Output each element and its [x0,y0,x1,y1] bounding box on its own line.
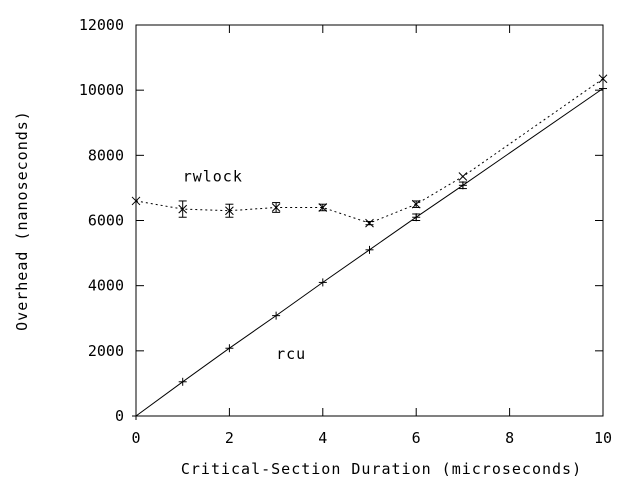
series-rcu [132,84,607,420]
data-point-rwlock [178,200,188,218]
x-tick-label: 4 [318,429,327,447]
data-point-rcu [178,377,187,386]
labels-layer: rwlock rcu [183,168,306,364]
x-tick-label: 0 [131,429,140,447]
series-layer [131,74,608,420]
data-point-rcu [132,412,140,420]
y-axis-label: Overhead (nanoseconds) [13,110,31,331]
data-point-rwlock [271,202,281,213]
data-point-rwlock [318,203,328,212]
series-rwlock [131,74,608,228]
data-point-rcu [458,181,467,190]
x-tick-label: 10 [594,429,612,447]
x-tick-label: 8 [505,429,514,447]
axis-ticks: 0 2000 4000 6000 8000 10000 12000 0 2 4 6 8 10 [79,16,612,447]
series-label-rwlock: rwlock [183,168,243,186]
data-point-rwlock [458,172,468,181]
data-point-rwlock [411,199,421,209]
x-axis-label: Critical-Section Duration (microseconds) [181,460,582,478]
data-point-rwlock [131,196,141,206]
y-tick-label: 4000 [88,277,124,295]
data-point-rcu [318,278,327,287]
series-label-rcu: rcu [276,345,306,363]
x-tick-label: 2 [225,429,234,447]
y-tick-label: 2000 [88,342,124,360]
y-tick-label: 0 [115,407,124,425]
data-point-rwlock [598,74,608,84]
data-point-rcu [365,245,374,254]
x-tick-label: 6 [412,429,421,447]
y-tick-label: 6000 [88,212,124,230]
plot-frame [135,24,604,417]
y-tick-label: 8000 [88,146,124,164]
data-point-rwlock [365,218,374,228]
series-line-rwlock [135,78,604,224]
data-point-rcu [272,311,281,320]
y-tick-label: 10000 [79,81,124,99]
data-point-rcu [225,344,234,353]
data-point-rcu [412,213,421,222]
data-point-rcu [599,84,607,93]
y-tick-label: 12000 [79,16,124,34]
data-point-rwlock [225,203,234,218]
plot-border [135,24,604,417]
